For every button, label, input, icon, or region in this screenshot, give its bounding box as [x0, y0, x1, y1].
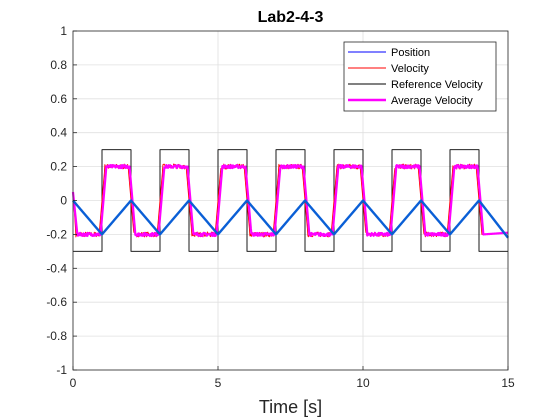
x-tick-label-3: 15	[501, 376, 515, 390]
y-tick-label-10: 1	[60, 24, 67, 38]
x-tick-label-0: 0	[70, 376, 77, 390]
y-tick-label-4: -0.2	[46, 227, 67, 241]
legend: Position Velocity Reference Velocity Averag…	[343, 41, 497, 112]
x-tick-label-1: 5	[215, 376, 222, 390]
y-tick-label-6: 0.2	[50, 160, 67, 174]
axes-layer: 0 5 10 15 -1 -0.8 -0.6 -0.4 -0.2 0 0.2 0.4 0.6 0.8 1	[46, 24, 515, 390]
y-tick-label-8: 0.6	[50, 92, 67, 106]
y-tick-label-9: 0.8	[50, 58, 67, 72]
series-layer	[71, 149, 509, 252]
x-axis-label: Time [s]	[259, 397, 322, 417]
y-tick-label-2: -0.6	[46, 295, 67, 309]
x-tick-label-2: 10	[356, 376, 370, 390]
series-line-reference-velocity	[73, 149, 508, 252]
y-tick-label-3: -0.4	[46, 261, 67, 275]
y-tick-label-5: 0	[60, 194, 67, 208]
legend-label-average-velocity: Average Velocity	[391, 95, 473, 107]
chart-title: Lab2-4-3	[258, 9, 324, 26]
series-line-position	[72, 199, 509, 239]
y-tick-label-7: 0.4	[50, 126, 67, 140]
legend-label-velocity: Velocity	[391, 63, 429, 75]
y-tick-label-0: -1	[56, 363, 67, 377]
y-tick-label-1: -0.8	[46, 329, 67, 343]
legend-label-reference-velocity: Reference Velocity	[391, 79, 483, 91]
series-line-average-velocity	[71, 163, 509, 238]
legend-label-position: Position	[391, 47, 430, 59]
